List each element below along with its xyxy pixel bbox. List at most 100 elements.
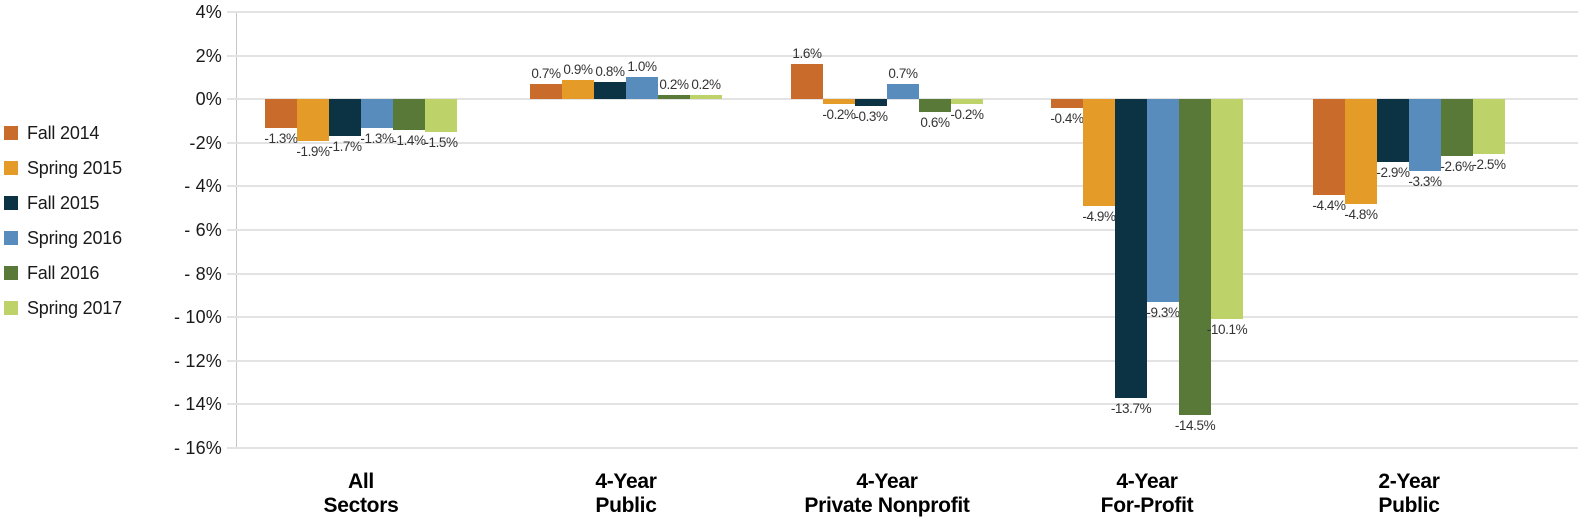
bar-value-label: -4.4% [1312,198,1346,214]
y-tick-label: - 12% [173,350,222,371]
y-tick-label: - 4% [184,176,222,197]
gridline-4 [227,11,1578,13]
legend-item-fall-2015: Fall 2015 [4,192,99,214]
bar-value-label: -1.9% [296,143,330,159]
legend-item-spring-2017: Spring 2017 [4,297,122,319]
bar-spring-2017-4-year-private-nonprofit [951,99,983,104]
bar-fall-2015-4-year-private-nonprofit [855,99,887,106]
bar-spring-2016-4-year-public [626,77,658,100]
legend-label: Spring 2016 [27,227,122,248]
bar-value-label: 0.8% [595,63,625,79]
y-tick-label: 2% [195,45,222,66]
gridline-12 [227,359,1578,362]
bar-value-label: -0.4% [1050,110,1084,126]
bar-spring-2016-all-sectors [361,99,393,128]
bar-value-label: -2.6% [1440,158,1474,174]
bar-value-label: -10.1% [1206,322,1248,338]
bar-fall-2014-2-year-public [1313,99,1345,196]
legend-swatch-spring-2016 [4,231,18,245]
gridline-8 [227,272,1578,275]
legend-label: Spring 2017 [27,297,122,318]
bar-value-label: -3.3% [1408,174,1442,190]
bar-fall-2015-all-sectors [329,99,361,137]
bar-fall-2015-4-year-for-profit [1115,99,1147,398]
gridline-2 [227,54,1578,57]
bar-fall-2014-4-year-public [530,83,562,100]
bar-value-label: -4.9% [1082,209,1116,225]
legend-item-fall-2014: Fall 2014 [4,122,99,144]
chart-legend: Fall 2014 Spring 2015 Fall 2015 Spring 2016… [4,0,164,330]
y-tick-label: - 10% [173,307,222,328]
bar-value-label: 1.6% [792,46,822,62]
gridline-0 [227,98,1578,101]
bar-value-label: 1.0% [627,59,657,75]
bar-value-label: 0.2% [659,76,689,92]
legend-swatch-spring-2015 [4,161,18,175]
bar-spring-2017-4-year-for-profit [1211,99,1243,320]
bar-spring-2015-4-year-public [562,79,594,100]
category-label-4-year-public: 4-Year Public [595,470,657,517]
y-tick-label: 4% [195,2,222,22]
legend-item-spring-2016: Spring 2016 [4,227,122,249]
bar-value-label: -2.5% [1472,156,1506,172]
bar-fall-2014-all-sectors [265,99,297,128]
bar-value-label: -1.5% [424,134,458,150]
bar-fall-2015-2-year-public [1377,99,1409,163]
bar-fall-2016-2-year-public [1441,99,1473,156]
bar-spring-2015-4-year-private-nonprofit [823,99,855,104]
bar-value-label: -2.9% [1376,165,1410,181]
bar-spring-2017-4-year-public [690,94,722,100]
bar-spring-2016-4-year-private-nonprofit [887,83,919,100]
gridline-14 [227,403,1578,406]
bar-spring-2015-all-sectors [297,99,329,141]
legend-swatch-spring-2017 [4,301,18,315]
legend-label: Fall 2016 [27,262,100,283]
y-tick-label: - 14% [173,394,222,415]
bar-value-label: -0.2% [822,106,856,122]
bar-value-label: -14.5% [1174,418,1216,434]
bar-value-label: -1.3% [360,130,394,146]
bar-spring-2016-4-year-for-profit [1147,99,1179,302]
bar-fall-2016-4-year-for-profit [1179,99,1211,416]
bar-spring-2016-2-year-public [1409,99,1441,172]
gridline-6 [227,229,1578,231]
bar-value-label: -9.3% [1146,304,1180,320]
bar-value-label: -1.4% [392,132,426,148]
bar-fall-2016-4-year-private-nonprofit [919,99,951,113]
legend-swatch-fall-2016 [4,266,18,280]
bar-spring-2015-4-year-for-profit [1083,99,1115,206]
bar-value-label: 0.6% [920,115,950,131]
bar-value-label: -4.8% [1344,206,1378,222]
bar-fall-2014-4-year-for-profit [1051,99,1083,108]
bar-fall-2014-4-year-private-nonprofit [791,64,823,100]
category-label-4-year-private-nonprofit: 4-Year Private Nonprofit [804,470,970,517]
legend-label: Fall 2015 [27,192,100,213]
legend-item-spring-2015: Spring 2015 [4,157,122,179]
category-label-2-year-public: 2-Year Public [1378,470,1440,517]
gridline-10 [227,316,1578,319]
legend-item-fall-2016: Fall 2016 [4,262,99,284]
bar-spring-2017-all-sectors [425,99,457,132]
bar-value-label: -1.7% [328,139,362,155]
bar-value-label: -13.7% [1110,400,1152,416]
bar-value-label: -0.3% [854,108,888,124]
legend-label: Fall 2014 [27,122,100,143]
y-tick-label: - 8% [184,263,222,284]
legend-label: Spring 2015 [27,157,122,178]
legend-swatch-fall-2014 [4,126,18,140]
bar-fall-2016-all-sectors [393,99,425,130]
bar-fall-2015-4-year-public [594,81,626,100]
y-tick-label: - 16% [173,438,222,458]
bar-value-label: -0.2% [950,106,984,122]
bar-value-label: 0.2% [691,76,721,92]
gridline-4 [227,185,1578,188]
gridline-2 [227,141,1578,144]
bar-value-label: 0.9% [563,61,593,77]
gridline-16 [227,447,1578,449]
y-tick-label: -2% [189,132,222,153]
plot-area: -1.3% -1.9% -1.7% -1.3% -1.4% -1.5% 0.7% 0.9% 0.… [227,11,1578,449]
bar-fall-2016-4-year-public [658,94,690,100]
bar-value-label: -1.3% [264,130,298,146]
category-label-all-sectors: All Sectors [323,470,399,517]
